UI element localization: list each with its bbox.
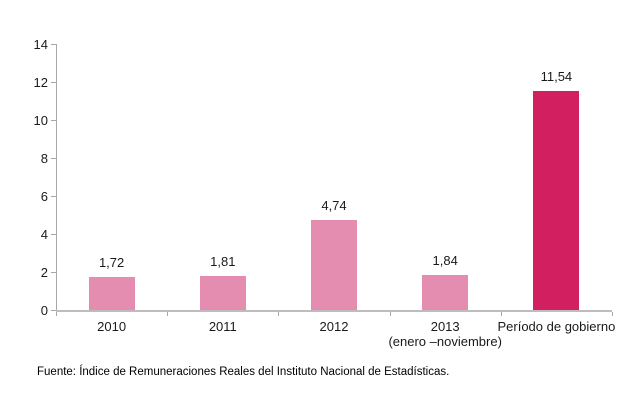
x-axis-tick — [278, 312, 280, 316]
y-axis-tick-label: 6 — [40, 189, 48, 204]
x-category-label: 2011 — [208, 319, 237, 334]
x-category-label: 2010 — [97, 319, 127, 334]
x-category-label: Período de gobierno — [497, 319, 616, 334]
bar-value-label: 1,72 — [98, 255, 125, 271]
y-axis-tick — [51, 310, 56, 311]
x-axis-tick — [167, 312, 169, 316]
y-axis-tick-label: 12 — [33, 75, 48, 90]
y-axis-tick-label: 14 — [33, 37, 48, 52]
y-axis-tick-label: 0 — [40, 303, 48, 318]
y-axis-tick-label: 2 — [40, 265, 48, 280]
x-category-label: 2012 — [319, 319, 349, 334]
y-axis-tick — [51, 120, 56, 121]
y-axis-tick-label: 8 — [40, 151, 48, 166]
y-axis-line — [56, 44, 57, 310]
x-category-label: 2013 (enero –noviembre) — [365, 319, 525, 349]
bar-2013 — [422, 275, 469, 310]
bar-value-label: 11,54 — [540, 68, 573, 84]
x-category-sublabel: (enero –noviembre) — [388, 334, 502, 349]
y-axis-tick — [51, 158, 56, 159]
y-axis-tick-label: 4 — [40, 227, 48, 242]
y-axis-tick — [51, 234, 56, 235]
bar-value-label: 1,84 — [432, 253, 458, 269]
x-axis-tick — [612, 312, 613, 316]
bar-value-label: 1,81 — [210, 253, 236, 269]
x-axis-tick — [500, 312, 502, 316]
bar-2010 — [88, 277, 135, 310]
y-axis-tick — [51, 272, 56, 273]
bar-chart: 0 2 4 6 8 10 12 14 1,72 2010 1,81 2011 4,74 2012 1,84 2… — [33, 37, 616, 349]
bar-value-label: 4,74 — [321, 197, 347, 213]
y-axis-tick — [51, 44, 56, 45]
x-axis-line — [56, 310, 612, 312]
bar-2011 — [199, 275, 246, 310]
x-axis-tick — [389, 312, 391, 316]
x-axis-tick — [56, 312, 57, 316]
y-axis-tick-label: 10 — [33, 113, 48, 128]
bar-período-de-gobierno — [533, 90, 580, 310]
bar-2012 — [311, 219, 357, 310]
y-axis-tick — [51, 196, 56, 197]
y-axis-tick — [51, 82, 56, 83]
source-footnote: Fuente: Índice de Remuneraciones Reales … — [37, 366, 450, 378]
